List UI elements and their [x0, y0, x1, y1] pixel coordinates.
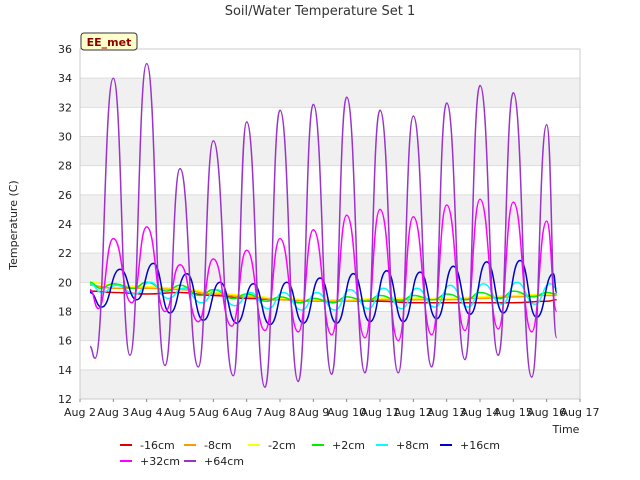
- x-tick-label: Aug 16: [527, 406, 566, 419]
- x-axis-label: Time: [552, 423, 580, 436]
- legend-label: +2cm: [332, 439, 365, 452]
- x-tick-label: Aug 9: [297, 406, 329, 419]
- y-tick-label: 16: [58, 335, 72, 348]
- x-tick-labels: Aug 2 Aug 3 Aug 4 Aug 5 Aug 6 Aug 7 Aug 8 Aug 9…: [64, 399, 599, 419]
- x-tick-label: Aug 7: [231, 406, 263, 419]
- station-badge: EE_met: [80, 32, 138, 51]
- y-tick-label: 36: [58, 43, 72, 56]
- series-line-plus64cm: [89, 62, 558, 389]
- x-tick-label: Aug 10: [327, 406, 366, 419]
- x-tick-label: Aug 14: [461, 406, 500, 419]
- legend-label: -2cm: [268, 439, 296, 452]
- band: [80, 311, 580, 341]
- legend: -16cm -8cm -2cm +2cm +8cm +16cm +32cm +64cm: [120, 439, 500, 468]
- plot-frame: [79, 48, 581, 400]
- band: [80, 78, 580, 108]
- y-tick-label: 28: [58, 160, 72, 173]
- x-tick-label: Aug 2: [64, 406, 96, 419]
- legend-label: +8cm: [396, 439, 429, 452]
- series-line-plus2cm: [89, 281, 557, 304]
- band: [80, 136, 580, 166]
- y-tick-label: 18: [58, 306, 72, 319]
- chart-title: Soil/Water Temperature Set 1: [225, 4, 416, 19]
- band: [80, 369, 580, 399]
- x-tick-label: Aug 6: [197, 406, 229, 419]
- band: [80, 194, 580, 224]
- y-tick-label: 26: [58, 189, 72, 202]
- x-tick-label: Aug 15: [494, 406, 533, 419]
- legend-label: -8cm: [204, 439, 232, 452]
- legend-label: -16cm: [140, 439, 175, 452]
- y-tick-label: 12: [58, 393, 72, 406]
- legend-label: +32cm: [140, 455, 180, 468]
- legend-label: +64cm: [204, 455, 244, 468]
- x-tick-label: Aug 12: [394, 406, 433, 419]
- band: [80, 253, 580, 283]
- y-tick-labels: 12 14 16 18 20 22 24 26 28 30 32 34 36: [58, 43, 72, 406]
- y-tick-label: 22: [58, 247, 72, 260]
- y-tick-label: 24: [58, 218, 72, 231]
- x-tick-label: Aug 3: [97, 406, 129, 419]
- y-tick-label: 34: [58, 72, 72, 85]
- y-tick-label: 30: [58, 131, 72, 144]
- y-tick-label: 32: [58, 101, 72, 114]
- legend-label: +16cm: [460, 439, 500, 452]
- badge-label: EE_met: [87, 36, 132, 49]
- series-line-plus8cm: [89, 281, 557, 311]
- x-tick-label: Aug 13: [427, 406, 466, 419]
- x-tick-label: Aug 4: [131, 406, 163, 419]
- y-tick-label: 20: [58, 276, 72, 289]
- x-tick-label: Aug 8: [264, 406, 296, 419]
- x-tick-label: Aug 5: [164, 406, 196, 419]
- series-lines: [89, 62, 558, 389]
- y-tick-label: 14: [58, 364, 72, 377]
- x-tick-label: Aug 17: [561, 406, 600, 419]
- y-axis-label: Temperature (C): [7, 180, 20, 270]
- x-tick-label: Aug 11: [361, 406, 400, 419]
